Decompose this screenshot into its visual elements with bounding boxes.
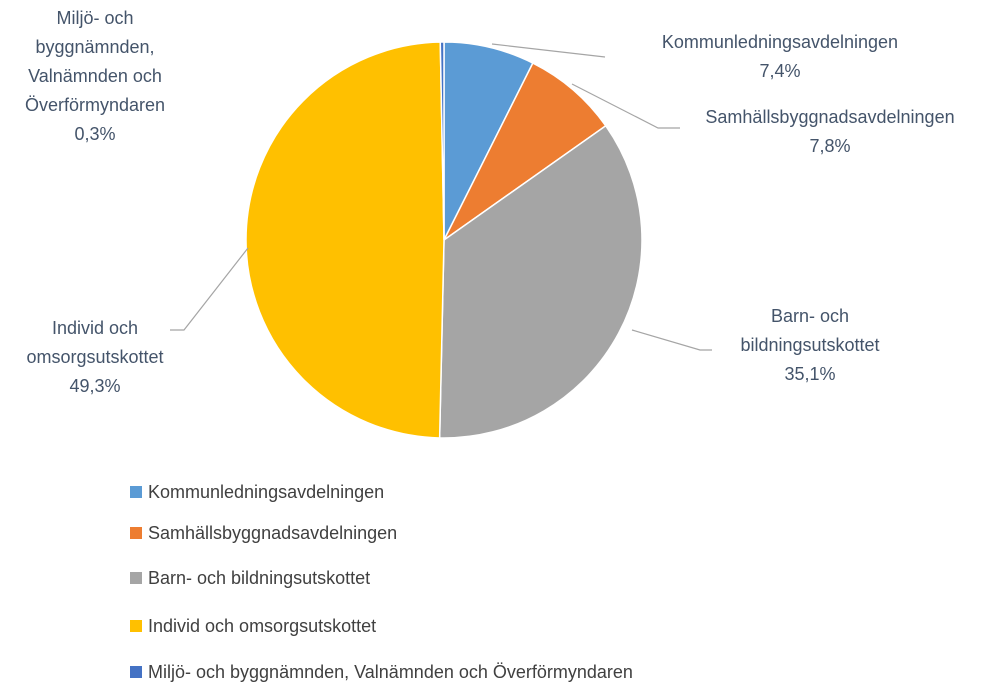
data-label-name: Samhällsbyggnadsavdelningen (705, 107, 955, 127)
leader-line (631, 329, 712, 351)
data-label: Kommunledningsavdelningen 7,4% (640, 28, 920, 86)
leader-line (571, 83, 680, 129)
data-label: Samhällsbyggnadsavdelningen 7,8% (680, 103, 980, 161)
data-label-name: Individ och omsorgsutskottet (26, 318, 164, 367)
data-label: Miljö- och byggnämnden, Valnämnden och Ö… (5, 4, 185, 149)
data-label-value: 7,4% (759, 61, 801, 81)
pie-slice (443, 62, 607, 241)
data-label-name: Miljö- och byggnämnden, Valnämnden och Ö… (24, 8, 166, 115)
data-label-value: 35,1% (784, 364, 836, 384)
data-label-value: 0,3% (74, 124, 116, 144)
legend-item: Kommunledningsavdelningen (130, 480, 384, 504)
data-label-name: Barn- och bildningsutskottet (740, 306, 880, 355)
pie-slice (438, 124, 643, 439)
legend-item: Samhällsbyggnadsavdelningen (130, 521, 397, 545)
legend-label: Miljö- och byggnämnden, Valnämnden och Ö… (148, 661, 633, 682)
leader-line (491, 43, 606, 58)
legend-item: Individ och omsorgsutskottet (130, 614, 376, 638)
legend-swatch (130, 572, 142, 584)
legend-label: Kommunledningsavdelningen (148, 481, 385, 502)
legend-label: Individ och omsorgsutskottet (148, 615, 377, 636)
legend-label: Samhällsbyggnadsavdelningen (148, 522, 398, 543)
pie-slice (245, 41, 445, 439)
data-label-value: 7,8% (809, 136, 851, 156)
pie-slice (439, 41, 445, 241)
legend-swatch (130, 620, 142, 632)
legend-swatch (130, 666, 142, 678)
data-label-name: Kommunledningsavdelningen (661, 32, 899, 52)
data-label: Barn- och bildningsutskottet 35,1% (705, 302, 915, 389)
legend-item: Barn- och bildningsutskottet (130, 566, 370, 590)
legend-swatch (130, 486, 142, 498)
legend-label: Barn- och bildningsutskottet (148, 567, 371, 588)
data-label-value: 49,3% (69, 376, 121, 396)
legend-swatch (130, 527, 142, 539)
legend-item: Miljö- och byggnämnden, Valnämnden och Ö… (130, 660, 633, 684)
data-label: Individ och omsorgsutskottet 49,3% (10, 314, 180, 401)
slices (245, 41, 643, 439)
leader-line (170, 247, 249, 331)
